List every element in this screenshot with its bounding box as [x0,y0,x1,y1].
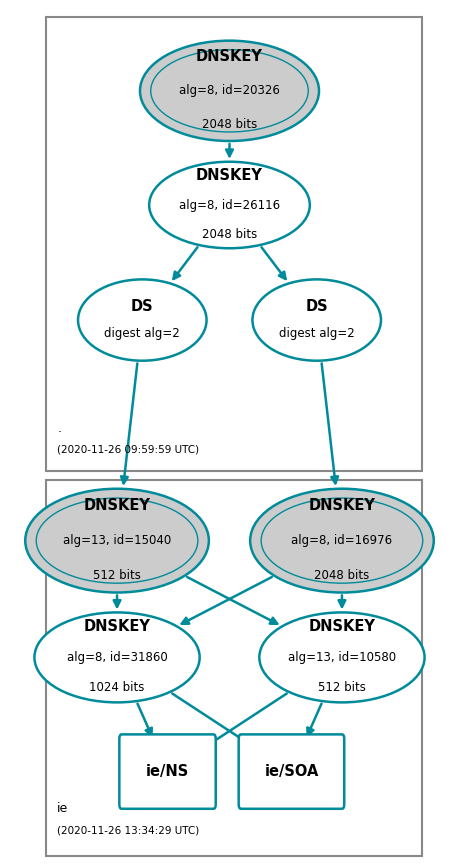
Text: DNSKEY: DNSKEY [308,498,375,513]
Text: alg=8, id=26116: alg=8, id=26116 [179,198,280,212]
Ellipse shape [149,162,310,248]
Ellipse shape [250,489,434,593]
Text: 512 bits: 512 bits [93,569,141,582]
FancyBboxPatch shape [239,734,344,809]
Text: ie: ie [57,802,69,816]
Text: digest alg=2: digest alg=2 [104,327,180,340]
Text: ie/SOA: ie/SOA [264,764,319,779]
Ellipse shape [25,489,209,593]
Bar [46,17,422,471]
FancyBboxPatch shape [119,734,216,809]
Text: 2048 bits: 2048 bits [202,227,257,241]
Text: 1024 bits: 1024 bits [90,682,145,695]
Ellipse shape [252,279,381,361]
Text: DNSKEY: DNSKEY [196,49,263,64]
Text: DNSKEY: DNSKEY [84,619,151,634]
Text: .: . [57,421,62,435]
Ellipse shape [151,49,308,132]
Text: 512 bits: 512 bits [318,682,366,695]
Ellipse shape [140,41,319,141]
Text: DNSKEY: DNSKEY [84,498,151,513]
Text: DS: DS [131,298,154,314]
Ellipse shape [261,498,423,583]
Ellipse shape [259,612,425,702]
Text: alg=8, id=20326: alg=8, id=20326 [179,84,280,98]
Text: (2020-11-26 13:34:29 UTC): (2020-11-26 13:34:29 UTC) [57,825,200,836]
Text: DS: DS [305,298,328,314]
Text: digest alg=2: digest alg=2 [279,327,355,340]
Text: 2048 bits: 2048 bits [314,569,369,582]
Text: DNSKEY: DNSKEY [308,619,375,634]
Text: alg=13, id=15040: alg=13, id=15040 [63,534,171,548]
Text: DNSKEY: DNSKEY [196,168,263,183]
Bar [46,480,422,856]
Ellipse shape [78,279,207,361]
Ellipse shape [36,498,198,583]
Text: (2020-11-26 09:59:59 UTC): (2020-11-26 09:59:59 UTC) [57,445,200,455]
Text: alg=8, id=31860: alg=8, id=31860 [67,650,168,664]
Text: ie/NS: ie/NS [146,764,189,779]
Ellipse shape [34,612,200,702]
Text: 2048 bits: 2048 bits [202,119,257,131]
Text: alg=13, id=10580: alg=13, id=10580 [288,650,396,664]
Text: alg=8, id=16976: alg=8, id=16976 [291,534,392,548]
